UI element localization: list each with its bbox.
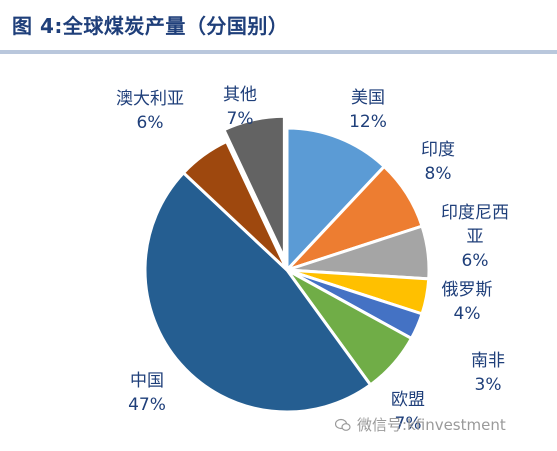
watermark: 微信号:kfinvestment [335,414,506,435]
slice-7 [181,140,289,272]
slice-label-1: 印度 8% [421,140,455,184]
slice-labels: 美国 12% 印度 8% 印度尼西亚 6% 俄罗斯 4% 南非 3% 欧盟 7% 中国 47% 澳大利亚 6%… [116,85,509,434]
slice-label-0: 美国 12% [349,88,387,132]
watermark-text: 微信号:kfinvestment [357,416,506,434]
slice-8 [222,114,286,260]
slice-label-2: 印度尼西亚 6% [441,203,509,271]
slice-label-5: 欧盟 7% [391,390,425,434]
slice-6 [143,171,372,414]
slice-label-4: 南非 3% [471,351,505,395]
slice-label-3: 俄罗斯 4% [442,280,493,324]
chart-title: 图 4:全球煤炭产量（分国别） [12,14,289,38]
slice-label-7: 澳大利亚 6% [116,89,184,133]
pie-slices [143,114,431,414]
slice-label-8: 其他 7% [223,85,257,129]
wechat-icon [335,418,351,431]
title-divider [0,50,557,54]
slice-label-6: 中国 47% [128,371,166,415]
slice-0 [285,126,386,272]
